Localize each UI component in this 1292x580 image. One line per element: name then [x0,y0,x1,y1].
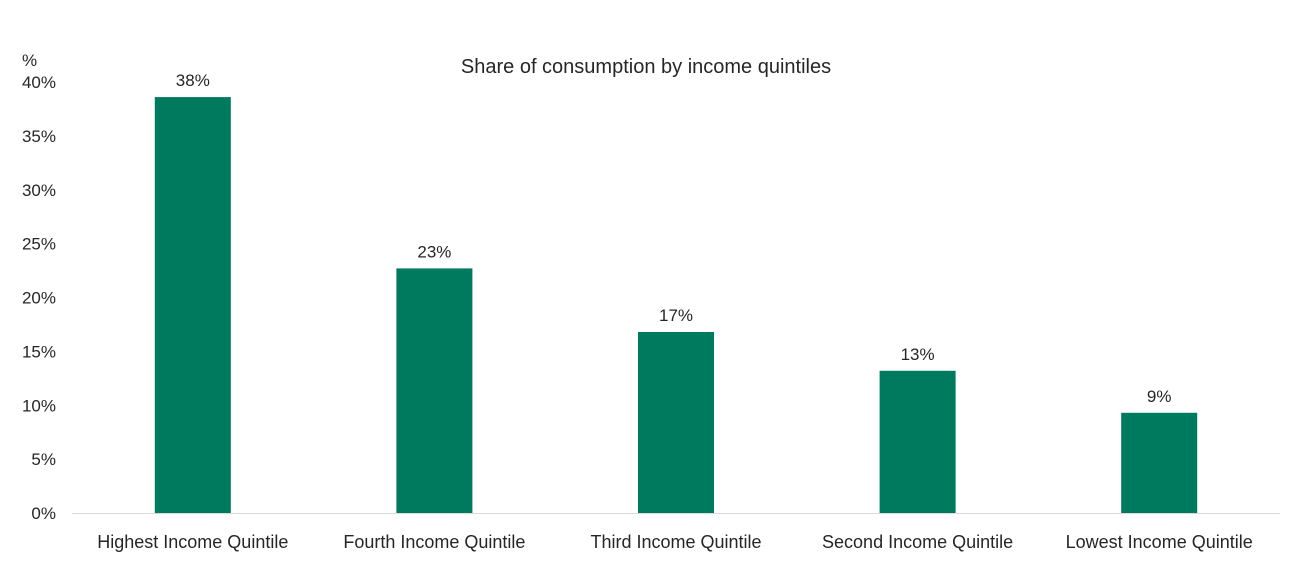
y-tick-label: 10% [22,396,56,415]
y-tick-label: 25% [22,235,56,254]
bar-data-label: 17% [659,306,693,325]
bar [154,97,231,514]
y-axis: 0% 5% 10% 15% 20% 25% 30% 35% 40% [22,73,56,523]
bar [396,268,473,513]
y-tick-label: 15% [22,342,56,361]
y-tick-label: 0% [31,504,56,523]
bar-data-label: 23% [417,242,451,261]
x-tick-label: Third Income Quintile [590,532,761,552]
x-axis: Highest Income Quintile Fourth Income Qui… [97,532,1252,552]
x-tick-label: Highest Income Quintile [97,532,288,552]
chart-title: Share of consumption by income quintiles [461,56,831,78]
bar [1121,412,1198,513]
data-labels: 38% 23% 17% 13% 9% [176,71,1172,406]
bar [879,370,956,513]
bar-data-label: 9% [1147,387,1172,406]
y-axis-unit-label: % [22,51,37,70]
bars [154,97,1198,514]
y-tick-label: 40% [22,73,56,92]
x-tick-label: Fourth Income Quintile [343,532,525,552]
y-tick-label: 35% [22,127,56,146]
bar-data-label: 13% [901,345,935,364]
y-tick-label: 5% [31,450,56,469]
bar-data-label: 38% [176,71,210,90]
bar [638,331,714,513]
x-tick-label: Lowest Income Quintile [1066,532,1253,552]
y-tick-label: 20% [22,289,56,308]
y-tick-label: 30% [22,181,56,200]
x-tick-label: Second Income Quintile [822,532,1013,552]
